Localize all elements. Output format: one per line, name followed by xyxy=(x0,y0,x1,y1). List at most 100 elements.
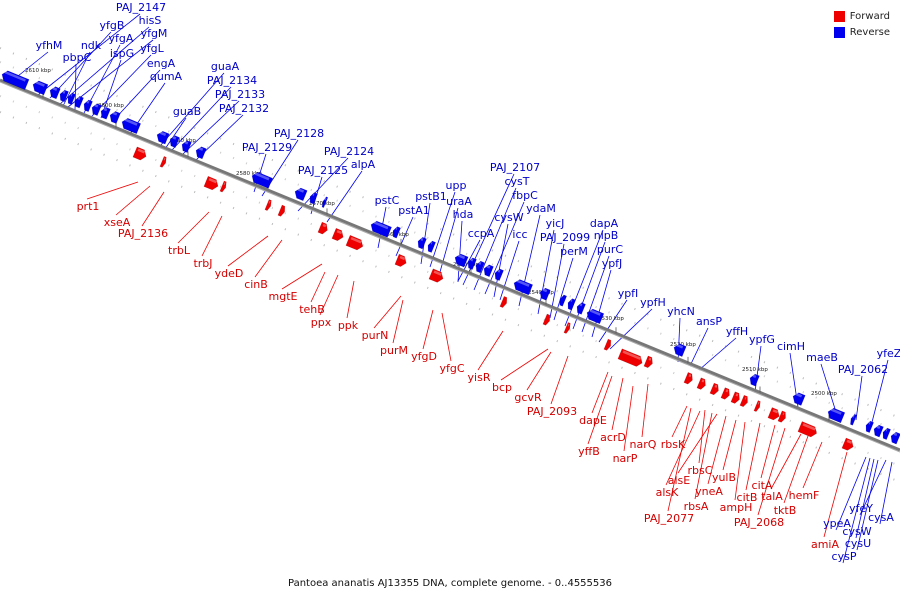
forward-gene-label: gcvR xyxy=(514,391,542,404)
reverse-leader-line xyxy=(537,229,555,315)
reverse-gene-label: dapA xyxy=(590,217,619,230)
reverse-leader-line xyxy=(395,216,414,257)
reverse-gene-label: yfgL xyxy=(140,42,164,55)
reverse-leader-line xyxy=(484,201,525,295)
forward-gene-label: yulB xyxy=(712,471,736,484)
reverse-leader-line xyxy=(473,187,517,291)
reverse-leader-line xyxy=(171,86,232,151)
tick-label: 2590 kbp xyxy=(170,138,196,144)
forward-gene-label: dapE xyxy=(579,414,607,427)
forward-leader-line xyxy=(500,348,549,381)
forward-leader-line xyxy=(201,215,223,257)
forward-gene-arrow xyxy=(730,391,740,404)
reverse-gene-label: PAJ_2099 xyxy=(540,231,590,244)
forward-gene-label: trbJ xyxy=(193,257,212,270)
forward-gene-label: rbsA xyxy=(684,500,709,513)
reverse-leader-line xyxy=(869,359,889,431)
forward-leader-line xyxy=(526,351,552,391)
reverse-gene-arrow xyxy=(392,226,401,239)
backbone-shadow xyxy=(0,81,900,453)
reverse-gene-arrow xyxy=(100,107,111,120)
forward-gene-label: PAJ_2093 xyxy=(527,405,577,418)
forward-gene-arrow xyxy=(394,253,407,267)
forward-gene-label: PAJ_2077 xyxy=(644,512,694,525)
tick-label: 2610 kbp xyxy=(25,68,51,74)
reverse-gene-arrow xyxy=(74,95,84,109)
forward-gene-label: yffB xyxy=(578,445,600,458)
reverse-leader-line xyxy=(859,459,887,516)
forward-gene-label: prt1 xyxy=(77,200,100,213)
forward-leader-line xyxy=(722,419,737,471)
reverse-leader-line xyxy=(100,59,122,119)
forward-leader-line xyxy=(677,413,718,474)
reverse-gene-arrow xyxy=(882,427,891,440)
reverse-gene-label: cysP xyxy=(832,550,857,563)
forward-leader-line xyxy=(591,371,609,414)
reverse-gene-label: yfgM xyxy=(141,27,168,40)
reverse-gene-label: PAJ_2132 xyxy=(219,102,269,115)
tick-label: 2550 kbp xyxy=(453,262,479,268)
reverse-leader-line xyxy=(689,327,709,367)
forward-gene-label: mgtE xyxy=(269,290,298,303)
reverse-gene-arrow xyxy=(195,146,207,160)
forward-gene-label: ppk xyxy=(338,319,359,332)
reverse-leader-line xyxy=(820,363,837,413)
reverse-gene-arrow xyxy=(454,253,469,268)
reverse-gene-label: PAJ_2134 xyxy=(207,74,257,87)
forward-gene-arrow xyxy=(563,322,571,334)
forward-gene-arrow xyxy=(753,400,761,412)
reverse-gene-arrow xyxy=(294,187,308,202)
reverse-gene-arrow xyxy=(309,192,318,205)
reverse-gene-arrow xyxy=(1,70,30,91)
reverse-leader-line xyxy=(572,241,606,330)
reverse-leader-line xyxy=(457,239,481,282)
forward-gene-arrow xyxy=(696,377,706,390)
reverse-gene-arrow xyxy=(576,302,586,315)
forward-leader-line xyxy=(392,299,404,344)
forward-gene-arrow xyxy=(767,407,780,421)
reverse-gene-arrow xyxy=(567,298,576,311)
forward-leader-line xyxy=(254,239,283,278)
reverse-gene-arrow xyxy=(539,287,551,301)
reverse-gene-arrow xyxy=(483,264,494,278)
forward-leader-line xyxy=(115,185,151,216)
reverse-gene-label: yfhM xyxy=(36,39,63,52)
forward-leader-line xyxy=(745,422,761,491)
reverse-leader-line xyxy=(62,51,91,107)
reverse-leader-line xyxy=(698,337,737,371)
reverse-gene-label: yfeZ xyxy=(877,347,900,360)
reverse-gene-arrow xyxy=(109,111,121,124)
reverse-leader-line xyxy=(91,54,152,117)
reverse-leader-line xyxy=(74,63,77,111)
reverse-gene-label: yicJ xyxy=(546,217,565,230)
forward-leader-line xyxy=(422,309,434,350)
legend-swatch-forward xyxy=(833,10,845,22)
reverse-gene-arrow xyxy=(513,279,534,296)
forward-gene-label: purM xyxy=(380,344,408,357)
forward-leader-line xyxy=(823,451,848,538)
reverse-gene-label: hisS xyxy=(139,14,162,27)
forward-leader-line xyxy=(177,211,210,244)
reverse-gene-label: ypfG xyxy=(749,333,775,346)
reverse-gene-label: cysA xyxy=(868,511,894,524)
forward-gene-arrow xyxy=(617,348,643,367)
forward-gene-arrow xyxy=(203,175,219,191)
legend-item-forward: Forward xyxy=(833,8,890,24)
reverse-gene-arrow xyxy=(321,196,329,208)
forward-gene-label: yfgD xyxy=(411,350,437,363)
reverse-leader-line xyxy=(67,39,154,108)
forward-gene-label: narP xyxy=(613,452,638,465)
reverse-gene-label: upp xyxy=(446,179,467,192)
tick-label: 2510 kbp xyxy=(742,367,768,373)
forward-leader-line xyxy=(477,330,504,371)
reverse-leader-line xyxy=(879,461,893,525)
forward-leader-line xyxy=(611,377,624,431)
forward-leader-line xyxy=(707,415,727,485)
forward-leader-line xyxy=(665,410,701,486)
forward-gene-label: alsE xyxy=(668,474,691,487)
reverse-gene-label: cysU xyxy=(845,537,871,550)
reverse-gene-label: yfgA xyxy=(109,32,134,45)
reverse-gene-label: PAJ_2125 xyxy=(298,164,348,177)
forward-gene-arrow xyxy=(603,338,612,351)
reverse-leader-line xyxy=(855,458,875,539)
